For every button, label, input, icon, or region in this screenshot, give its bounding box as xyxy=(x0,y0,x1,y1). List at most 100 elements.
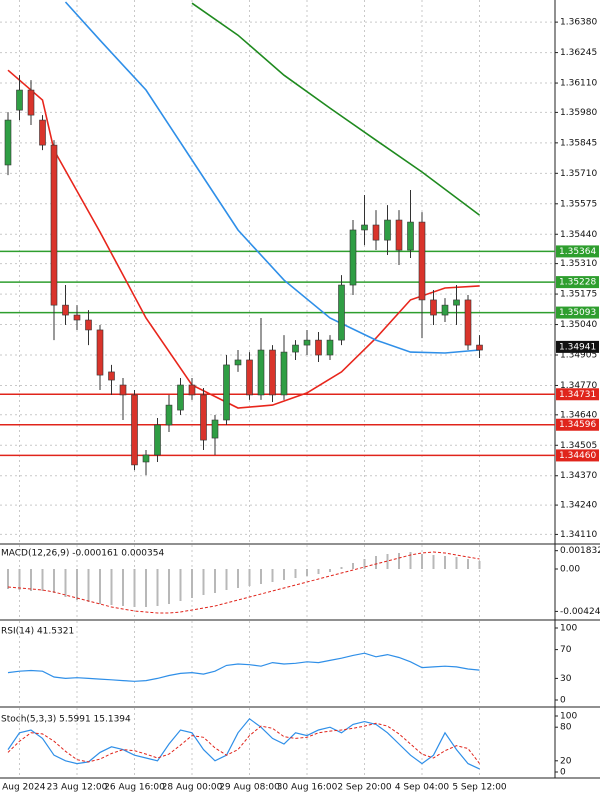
candle-body xyxy=(39,119,46,146)
histogram-bar xyxy=(179,569,182,601)
x-tick-label: 29 Aug 08:00 xyxy=(219,783,280,793)
y-tick-label: 30 xyxy=(560,674,572,684)
y-tick-label: 1.34110 xyxy=(560,530,597,540)
stoch-main xyxy=(7,717,480,770)
y-tick-label: 1.34770 xyxy=(560,381,597,391)
histogram-bar xyxy=(398,553,400,569)
histogram-bar xyxy=(317,569,320,574)
candle-body xyxy=(407,221,414,251)
y-tick-label: 1.34505 xyxy=(560,441,597,451)
x-tick-label: 5 Sep 12:00 xyxy=(452,783,507,793)
candle-body xyxy=(223,364,230,421)
candle-body xyxy=(177,384,184,411)
histogram-bar xyxy=(214,569,216,593)
candle-body xyxy=(269,349,276,396)
y-tick-label: 1.35845 xyxy=(560,138,597,148)
candle-body xyxy=(50,144,58,306)
histogram-bar xyxy=(283,569,285,580)
y-tick-label: 70 xyxy=(560,645,572,655)
candle-body xyxy=(464,299,472,346)
candle-body xyxy=(418,221,426,301)
candle-body xyxy=(4,119,12,166)
x-tick-label: 4 Sep 04:00 xyxy=(395,783,450,793)
candle-body xyxy=(188,384,196,396)
y-tick-label: 0 xyxy=(560,696,566,706)
y-tick-label: 100 xyxy=(560,712,577,722)
level-label: 1.35093 xyxy=(559,308,596,318)
candle-body xyxy=(384,219,391,241)
level-label: 1.34596 xyxy=(559,420,596,430)
candle-body xyxy=(441,304,449,316)
candle-body xyxy=(16,89,23,111)
candle-body xyxy=(234,359,242,366)
level-label: 1.35364 xyxy=(559,247,596,257)
level-tag xyxy=(556,276,599,289)
candle-body xyxy=(349,229,357,286)
histogram-bar xyxy=(409,552,412,569)
histogram-bar xyxy=(18,569,21,590)
y-tick-label: 1.35175 xyxy=(560,290,597,300)
level-label: 1.34460 xyxy=(559,451,596,461)
moving-average xyxy=(64,1,480,354)
histogram-bar xyxy=(145,569,147,607)
x-tick-label: 28 Aug 00:00 xyxy=(162,783,223,793)
x-tick-label: 30 Aug 16:00 xyxy=(277,783,338,793)
y-tick-label: 1.34905 xyxy=(560,351,597,361)
histogram-bar xyxy=(225,569,228,590)
candle-body xyxy=(361,224,368,231)
histogram-bar xyxy=(248,569,251,586)
histogram-bar xyxy=(202,569,205,595)
histogram-bar xyxy=(156,569,159,606)
candle-body xyxy=(280,351,288,396)
y-tick-label: 0 xyxy=(560,768,566,778)
indicator-title: RSI(14) 41.5321 xyxy=(1,627,74,637)
level-tag xyxy=(556,418,599,431)
histogram-bar xyxy=(41,569,44,591)
histogram-bar xyxy=(386,554,389,569)
candle-body xyxy=(315,339,322,356)
histogram-bar xyxy=(444,556,446,569)
y-tick-label: 1.34640 xyxy=(560,410,597,420)
histogram-bar xyxy=(99,569,101,604)
y-tick-label: 1.36245 xyxy=(560,48,597,58)
histogram-bar xyxy=(53,569,55,593)
y-tick-label: -0.004241 xyxy=(560,607,600,617)
y-tick-label: 20 xyxy=(560,756,572,766)
histogram-bar xyxy=(110,569,113,605)
y-tick-label: 100 xyxy=(560,624,577,634)
candle-body xyxy=(165,404,173,426)
candle-body xyxy=(108,371,115,381)
candle-body xyxy=(257,349,265,396)
candle-body xyxy=(292,344,299,353)
histogram-bar xyxy=(352,563,354,569)
y-tick-label: 1.34240 xyxy=(560,501,597,511)
histogram-bar xyxy=(64,569,67,597)
last-price-label: 1.34941 xyxy=(559,342,596,352)
histogram-bar xyxy=(329,569,331,572)
x-tick-label: 26 Aug 16:00 xyxy=(104,783,165,793)
candle-body xyxy=(27,89,35,116)
y-tick-label: 1.35575 xyxy=(560,199,597,209)
histogram-bar xyxy=(191,569,193,598)
y-tick-label: 1.36380 xyxy=(560,18,597,28)
candle-body xyxy=(62,304,69,316)
histogram-bar xyxy=(7,569,9,589)
level-label: 1.35228 xyxy=(559,278,596,288)
candle-body xyxy=(326,339,334,356)
candle-body xyxy=(338,284,345,341)
y-tick-label: 1.35040 xyxy=(560,320,597,330)
level-tag xyxy=(556,388,599,401)
last-price-tag xyxy=(556,340,599,353)
indicator-title: MACD(12,26,9) -0.000161 0.000354 xyxy=(1,549,164,559)
candle-body xyxy=(395,219,403,251)
candle-body xyxy=(142,454,150,463)
histogram-bar xyxy=(30,569,32,591)
x-tick-label: 23 Aug 12:00 xyxy=(47,783,108,793)
level-tag xyxy=(556,245,599,258)
candle-body xyxy=(430,299,437,316)
histogram-bar xyxy=(237,569,239,588)
histogram-bar xyxy=(375,556,377,569)
candle-body xyxy=(119,384,127,396)
